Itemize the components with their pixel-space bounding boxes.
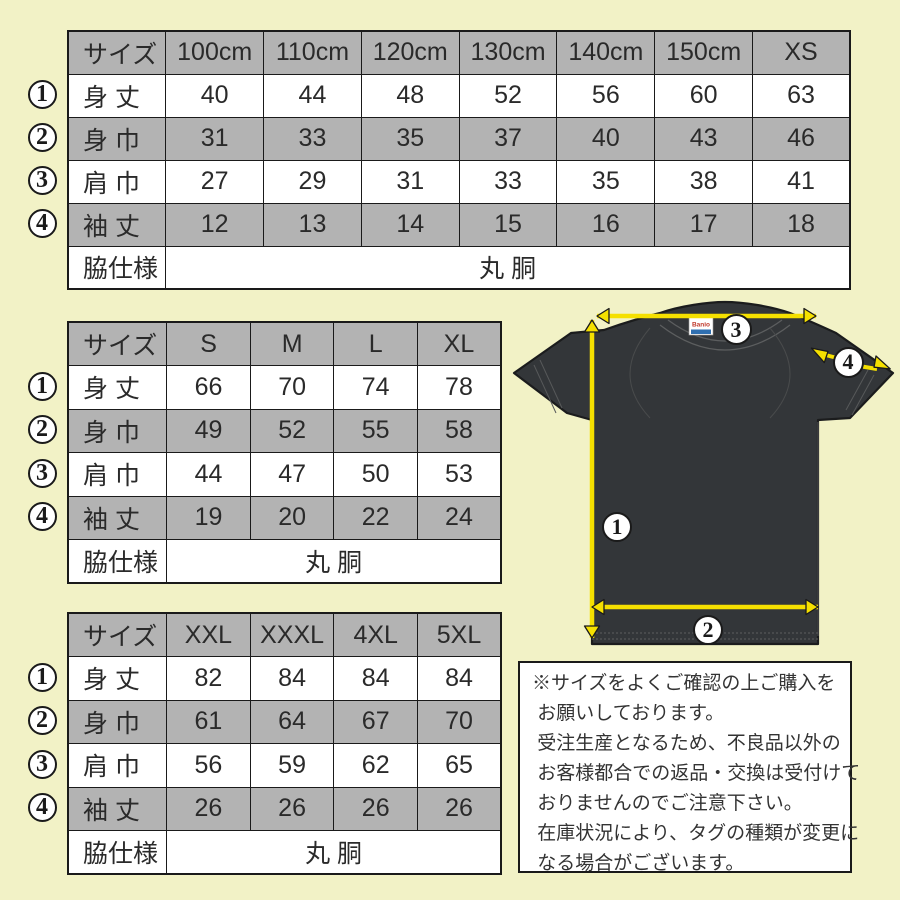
- svg-text:Banio: Banio: [692, 322, 710, 329]
